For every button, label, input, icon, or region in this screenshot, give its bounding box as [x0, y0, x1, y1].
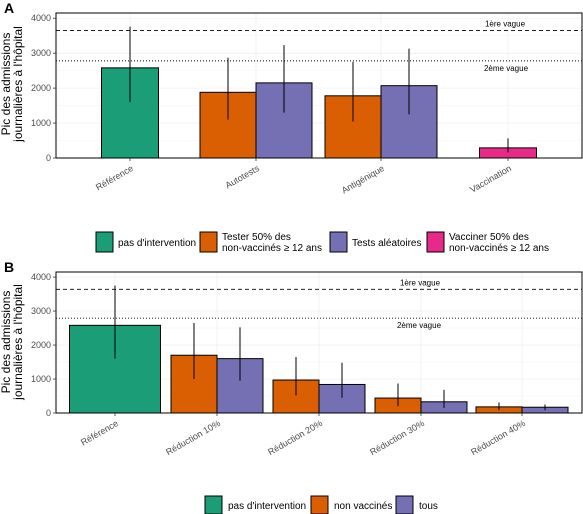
legend-swatch [310, 495, 329, 514]
x-tick-label: Réduction 20% [266, 418, 324, 457]
y-tick-label: 3000 [31, 306, 51, 316]
x-tick-label: Référence [79, 418, 120, 447]
x-tick-label: Référence [94, 163, 135, 192]
y-axis-title: journalières à l'hôpital [11, 26, 25, 143]
legend-label: pas d'intervention [118, 238, 196, 249]
panel-letter: B [4, 259, 14, 275]
x-tick-label: Antigénique [340, 163, 386, 195]
legend-label: pas d'intervention [228, 501, 306, 512]
panel-letter: A [4, 0, 14, 16]
legend-swatch [95, 231, 114, 253]
legend-label: non-vaccinés ≥ 12 ans [449, 243, 549, 254]
reference-line-label: 1ère vague [400, 278, 441, 287]
y-tick-label: 0 [46, 408, 51, 418]
x-tick-label: Réduction 40% [469, 418, 527, 457]
legend-label: non vaccinés [334, 501, 392, 512]
y-tick-label: 4000 [31, 272, 51, 282]
legend-label: Vacciner 50% des [449, 232, 529, 243]
reference-line-label: 2ème vague [484, 64, 529, 73]
plot-border [55, 12, 583, 159]
reference-line-label: 1ère vague [485, 19, 526, 28]
x-tick-label: Réduction 30% [368, 418, 426, 457]
legend-swatch [426, 231, 445, 253]
legend-swatch [329, 231, 348, 253]
y-tick-label: 1000 [31, 118, 51, 128]
y-axis-title: Pic des admissions [0, 291, 13, 394]
legend-swatch [199, 231, 218, 253]
legend-label: Tests aléatoires [352, 238, 421, 249]
y-tick-label: 2000 [31, 340, 51, 350]
x-tick-label: Réduction 10% [164, 418, 222, 457]
x-tick-label: Autotests [223, 163, 261, 191]
y-axis-title: journalières à l'hôpital [11, 284, 25, 401]
legend-label: tous [419, 501, 438, 512]
y-axis-title: Pic des admissions [0, 33, 13, 136]
legend-swatch [395, 495, 414, 514]
reference-line-label: 2ème vague [397, 321, 442, 330]
y-tick-label: 1000 [31, 374, 51, 384]
legend-label: non-vaccinés ≥ 12 ans [222, 243, 322, 254]
y-tick-label: 3000 [31, 48, 51, 58]
y-tick-label: 4000 [31, 13, 51, 23]
legend-swatch [204, 495, 223, 514]
x-tick-label: Vaccination [468, 163, 513, 195]
bar [380, 85, 438, 159]
y-tick-label: 0 [46, 153, 51, 163]
y-tick-label: 2000 [31, 83, 51, 93]
legend-label: Tester 50% des [222, 232, 291, 243]
